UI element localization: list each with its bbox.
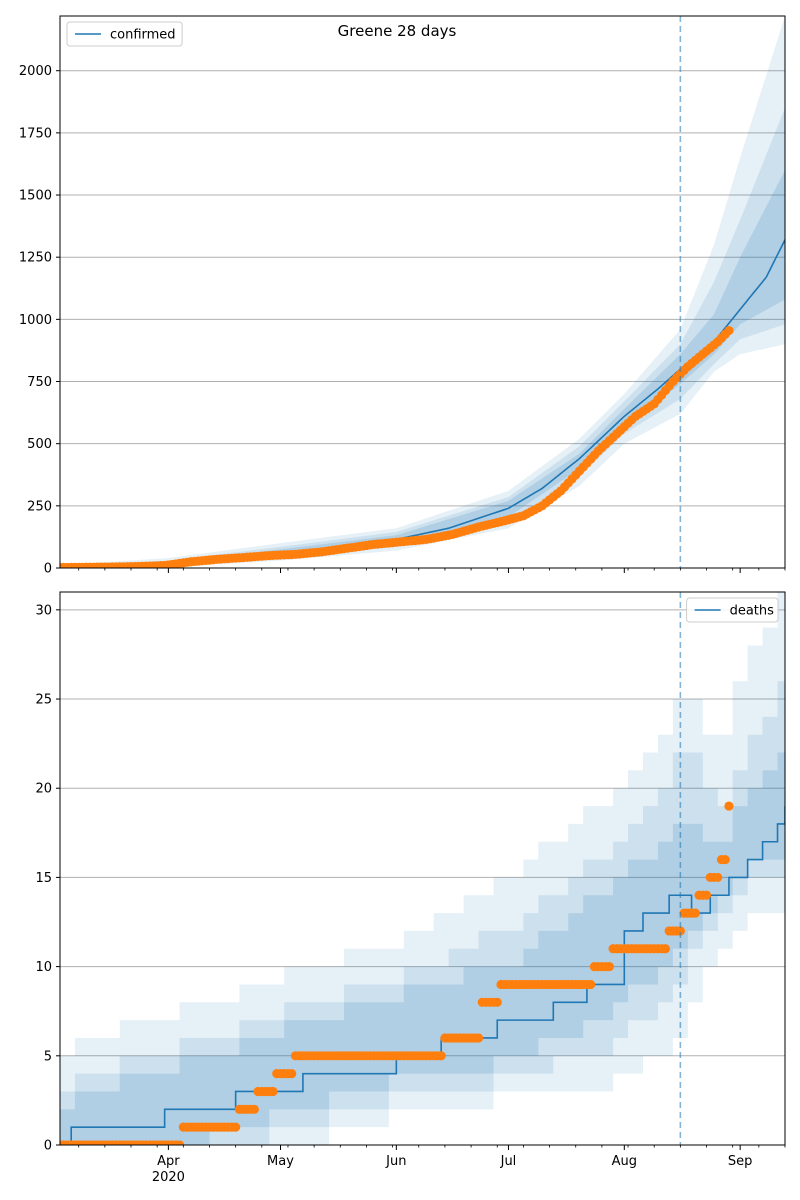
y-tick-label: 1250: [19, 251, 52, 266]
x-tick-label: Aug: [612, 1154, 637, 1169]
x-tick-sublabel: 2020: [152, 1170, 185, 1185]
y-tick-label: 15: [35, 871, 52, 886]
y-tick-label: 20: [35, 782, 52, 797]
forecast-band-3: [60, 752, 785, 1145]
legend-box: [686, 597, 779, 623]
observed-point: [724, 801, 734, 811]
forecast-band-2: [60, 108, 785, 568]
legend: confirmed: [66, 21, 183, 47]
y-tick-label: 1750: [19, 126, 52, 141]
observed-point: [287, 1069, 297, 1079]
observed-points: [60, 325, 734, 568]
y-tick-label: 5: [44, 1049, 52, 1064]
confirmed-panel: 0 250 500 750 1000 1250 1500 1750 2000 confirmed: [19, 15, 786, 577]
observed-point: [660, 944, 671, 954]
y-gridlines: [60, 70, 785, 569]
observed-point: [586, 979, 596, 990]
forecast-band-1: [60, 16, 785, 568]
observed-point: [436, 1051, 446, 1061]
observed-point: [268, 1086, 278, 1097]
forecast-band-2: [60, 681, 785, 1145]
observed-point: [231, 1122, 241, 1132]
x-tick-label: Apr: [157, 1154, 180, 1169]
x-tick-label: May: [267, 1154, 294, 1169]
y-tick-label: 10: [35, 960, 52, 975]
observed-point: [690, 908, 700, 918]
forecast-band-3: [60, 170, 785, 568]
observed-point: [249, 1104, 259, 1114]
observed-point: [724, 325, 734, 336]
legend-box: [66, 21, 183, 47]
axes-frame: [59, 591, 786, 1146]
y-axis: 0 5 10 15 20 25 30: [35, 603, 60, 1154]
y-tick-label: 0: [44, 1139, 52, 1154]
legend: deaths: [686, 597, 779, 623]
y-tick-label: 1500: [19, 189, 52, 204]
y-tick-label: 750: [27, 375, 52, 390]
forecast-band-1: [60, 592, 785, 1145]
legend-label: deaths: [730, 604, 775, 619]
y-tick-label: 250: [27, 499, 52, 514]
observed-point: [492, 997, 502, 1007]
observed-point: [713, 872, 723, 883]
y-tick-label: 1000: [19, 313, 52, 328]
observed-points: [60, 801, 734, 1145]
x-axis: [78, 568, 786, 573]
observed-point: [720, 854, 730, 865]
observed-point: [675, 926, 685, 936]
observed-point: [604, 962, 614, 972]
y-tick-label: 0: [44, 562, 52, 577]
y-axis: 0 250 500 750 1000 1250 1500 1750 2000: [19, 64, 60, 577]
observed-point: [174, 1140, 185, 1145]
y-tick-label: 30: [35, 603, 52, 618]
observed-point: [701, 890, 712, 900]
y-tick-label: 2000: [19, 64, 52, 79]
x-tick-label: Sep: [728, 1154, 753, 1169]
x-tick-label: Jul: [500, 1154, 517, 1169]
observed-point: [473, 1033, 484, 1043]
y-tick-label: 500: [27, 437, 52, 452]
axes-frame: [59, 15, 786, 569]
x-tick-label: Jun: [385, 1154, 406, 1169]
legend-label: confirmed: [110, 28, 176, 43]
figure-title: Greene 28 days: [338, 22, 457, 40]
y-tick-label: 25: [35, 693, 52, 708]
